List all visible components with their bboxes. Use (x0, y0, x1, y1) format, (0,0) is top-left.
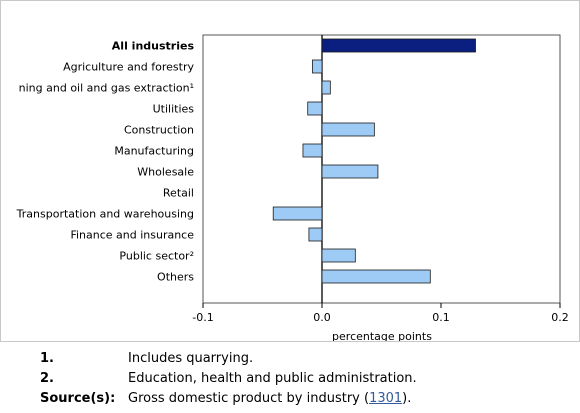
source-table-link[interactable]: 1301 (369, 391, 403, 406)
category-label-11: Public sector² (119, 250, 194, 263)
footnote-2-text: Education, health and public administrat… (128, 371, 417, 386)
plot-area (202, 34, 561, 304)
bar-4 (307, 101, 323, 116)
category-label-8: Retail (163, 187, 194, 200)
bar-1 (321, 38, 476, 53)
bar-7 (321, 164, 379, 179)
footnote-2: 2. Education, health and public administ… (40, 369, 417, 389)
category-label-4: Utilities (153, 103, 195, 116)
x-tick-label-1: -0.1 (192, 311, 213, 324)
chart-frame: All industries Agriculture and forestry ni… (0, 0, 580, 342)
x-tick-label-3: 0.1 (432, 311, 450, 324)
footnote-2-key: 2. (40, 371, 54, 386)
footnote-1-key: 1. (40, 351, 54, 366)
category-label-2: Agriculture and forestry (63, 61, 194, 74)
source-row: Source(s): Gross domestic product by ind… (40, 389, 417, 409)
category-label-9: Transportation and warehousing (16, 208, 194, 221)
bar-10 (308, 227, 323, 242)
x-tick-label-2: 0.0 (313, 311, 331, 324)
bar-12 (321, 269, 431, 284)
footnote-1-text: Includes quarrying. (128, 351, 254, 366)
source-text: Gross domestic product by industry (1301… (128, 389, 411, 409)
bar-chart: All industries Agriculture and forestry ni… (16, 34, 569, 341)
category-label-1: All industries (112, 40, 195, 53)
bar-5 (321, 122, 375, 137)
bar-3 (321, 80, 331, 95)
footnotes: 1. Includes quarrying. 2. Education, hea… (40, 349, 417, 409)
bar-11 (321, 248, 356, 263)
category-label-6: Manufacturing (114, 145, 194, 158)
category-label-10: Finance and insurance (70, 229, 194, 242)
bar-2 (312, 59, 323, 74)
category-label-7: Wholesale (137, 166, 194, 179)
category-label-12: Others (157, 271, 194, 284)
source-text-before: Gross domestic product by industry ( (128, 391, 370, 406)
footnote-1: 1. Includes quarrying. (40, 349, 417, 369)
x-tick-label-4: 0.2 (551, 311, 569, 324)
category-label-5: Construction (124, 124, 194, 137)
bar-9 (272, 206, 323, 221)
bar-6 (302, 143, 323, 158)
source-key: Source(s): (40, 391, 116, 406)
source-text-after: ). (402, 391, 412, 406)
category-label-3: ning and oil and gas extraction¹ (19, 82, 194, 95)
x-axis-title: percentage points (332, 330, 432, 341)
